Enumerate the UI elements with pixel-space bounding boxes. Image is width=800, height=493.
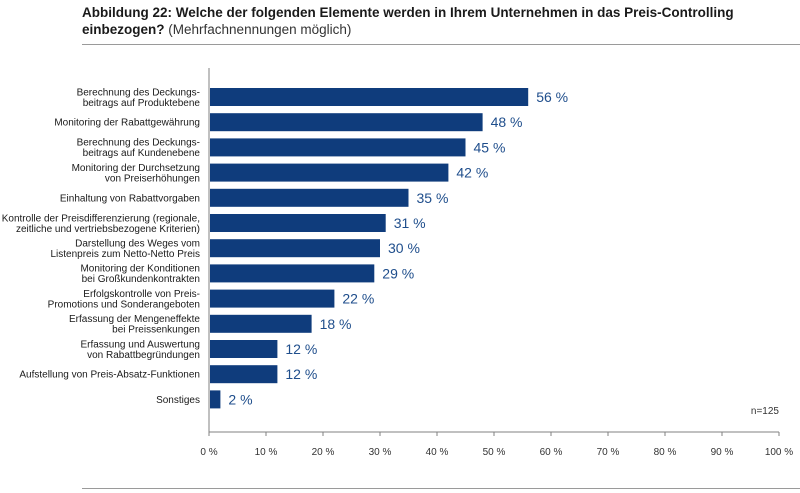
category-label: Berechnung des Deckungs-beitrags auf Kun…: [77, 138, 201, 160]
value-label: 56 %: [536, 89, 568, 105]
x-tick-label: 20 %: [312, 447, 335, 458]
bar: [210, 138, 466, 157]
value-label: 2 %: [228, 391, 252, 407]
category-label: Einhaltung von Rabattvorgaben: [60, 193, 200, 204]
value-label: 30 %: [388, 240, 420, 256]
value-label: 48 %: [491, 114, 523, 130]
x-tick-label: 40 %: [426, 447, 449, 458]
bar: [210, 390, 221, 409]
bar: [210, 214, 386, 232]
x-tick-label: 70 %: [597, 447, 620, 458]
x-tick-label: 90 %: [711, 447, 734, 458]
value-label: 12 %: [285, 341, 317, 357]
x-tick-label: 30 %: [369, 447, 392, 458]
chart-title-sub: (Mehrfachnennungen möglich): [168, 22, 352, 37]
category-label: Kontrolle der Preisdifferenzierung (regi…: [2, 213, 200, 235]
category-label: Monitoring der Rabattgewährung: [54, 118, 200, 129]
category-label: Darstellung des Weges vom Listenpreis zum…: [50, 238, 200, 260]
chart-title: Abbildung 22: Welche der folgenden Eleme…: [82, 4, 782, 38]
category-label: Erfassung und Auswertung von Rabattbegrün…: [80, 339, 200, 361]
category-label: Erfassung der Mengeneffekte bei Preissenk…: [69, 314, 200, 336]
value-label: 42 %: [456, 165, 488, 181]
value-label: 22 %: [342, 291, 374, 307]
value-label: 45 %: [474, 139, 506, 155]
sample-size-note: n=125: [751, 406, 780, 417]
top-divider: [82, 44, 800, 45]
category-label: Monitoring der Konditionen bei Großkunden…: [80, 264, 200, 286]
x-tick-label: 60 %: [540, 447, 563, 458]
bar: [210, 88, 529, 106]
bottom-divider: [82, 488, 800, 489]
x-tick-label: 100 %: [765, 447, 793, 458]
x-tick-label: 0 %: [200, 447, 217, 458]
value-label: 18 %: [320, 316, 352, 332]
bar: [210, 239, 380, 258]
bar: [210, 314, 312, 333]
bar: [210, 264, 375, 283]
category-label: Erfolgskontrolle von Preis-Promotions un…: [48, 289, 200, 311]
bar: [210, 340, 278, 358]
category-label: Aufstellung von Preis-Absatz-Funktionen: [19, 370, 200, 381]
bar: [210, 188, 409, 207]
bar: [210, 163, 449, 182]
bar: [210, 365, 278, 384]
x-tick-label: 10 %: [255, 447, 278, 458]
bar: [210, 289, 335, 308]
x-tick-label: 80 %: [654, 447, 677, 458]
value-label: 35 %: [417, 190, 449, 206]
category-label: Sonstiges: [156, 395, 200, 406]
chart-title-main: Abbildung 22: Welche der folgenden Eleme…: [82, 5, 734, 37]
category-label: Monitoring der Durchsetzung von Preiserhö…: [72, 163, 200, 185]
value-label: 29 %: [382, 265, 414, 281]
category-label: Berechnung des Deckungs-beitrags auf Pro…: [77, 87, 201, 109]
x-tick-label: 50 %: [483, 447, 506, 458]
bar: [210, 113, 483, 132]
value-label: 31 %: [394, 215, 426, 231]
value-label: 12 %: [285, 366, 317, 382]
